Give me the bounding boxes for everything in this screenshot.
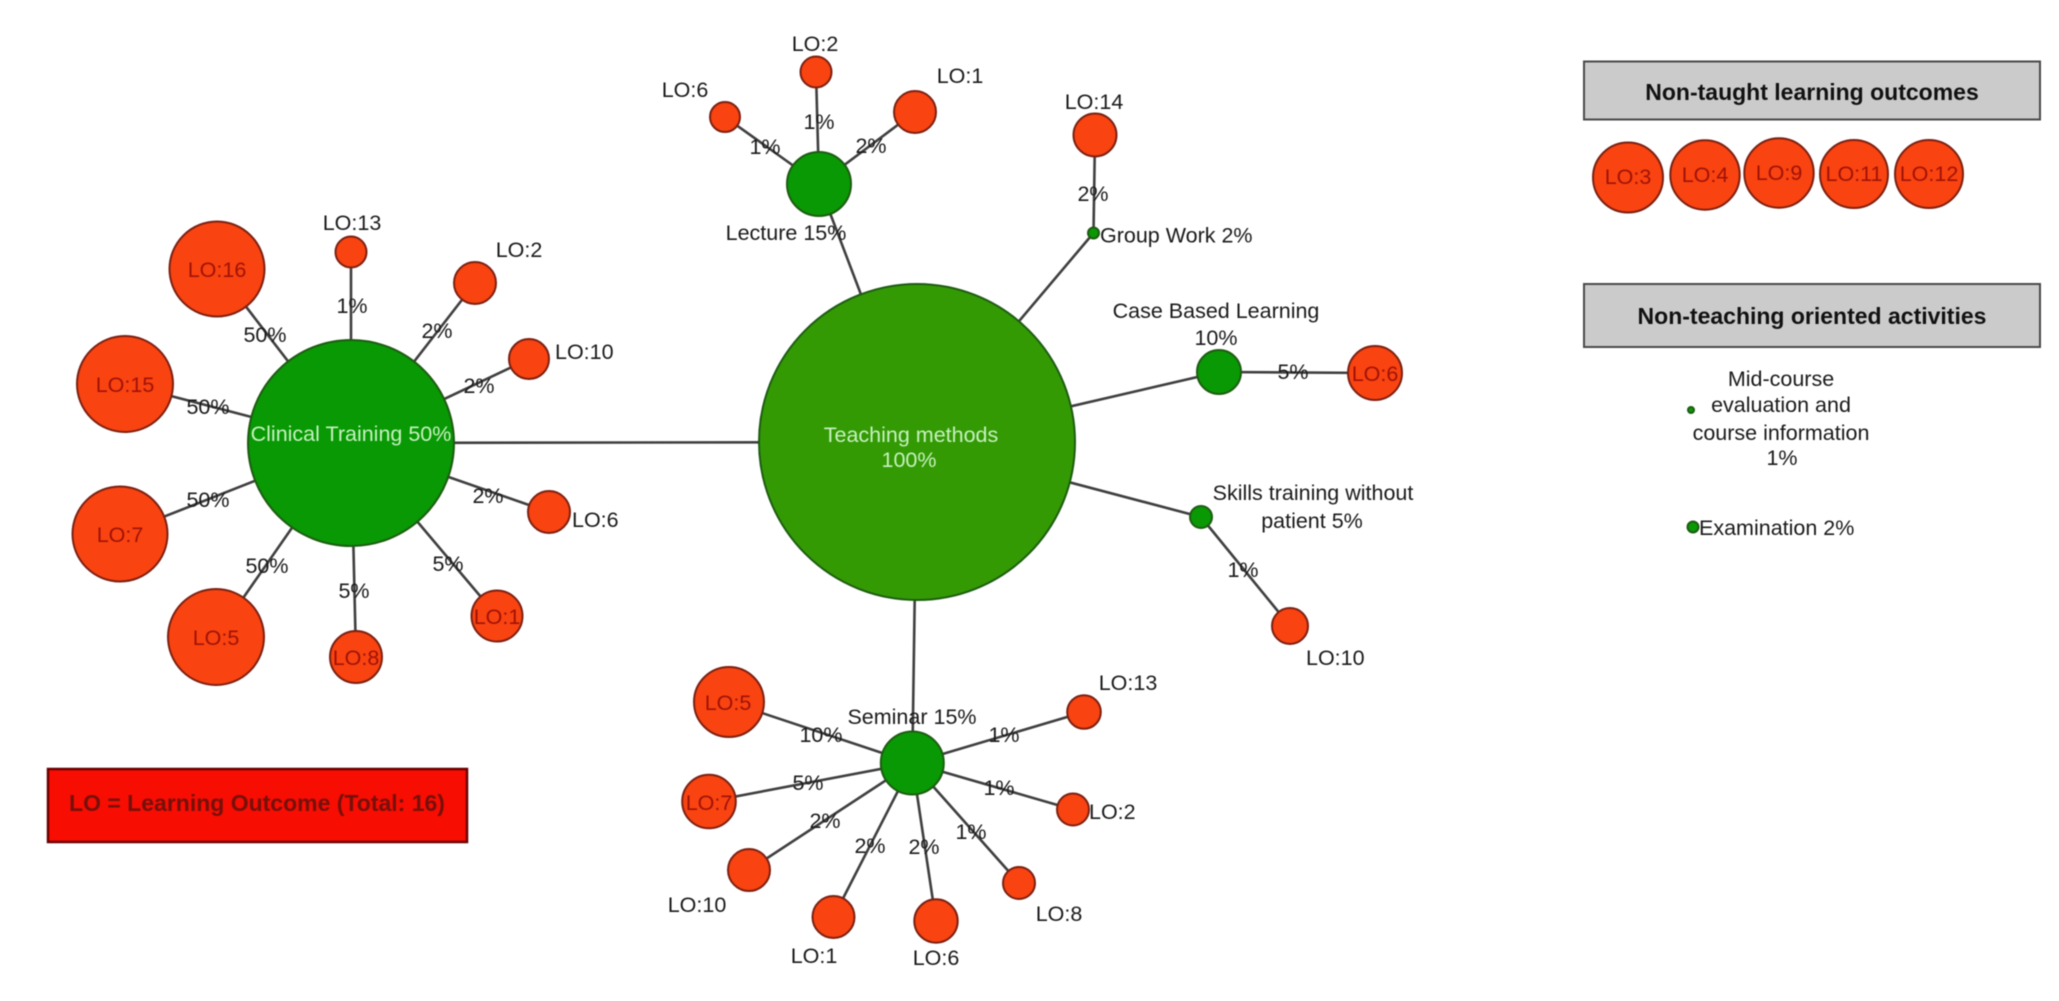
svg-text:Seminar 15%: Seminar 15% [847,705,976,729]
svg-text:LO:10: LO:10 [555,340,614,364]
svg-text:LO:2: LO:2 [1089,800,1136,824]
svg-text:Group Work 2%: Group Work 2% [1100,224,1253,248]
svg-text:LO:10: LO:10 [1306,646,1365,670]
svg-text:LO:13: LO:13 [323,211,382,235]
svg-text:1%: 1% [336,294,367,318]
svg-text:course information: course information [1693,421,1870,445]
svg-text:LO:3: LO:3 [1605,165,1652,189]
svg-text:LO:7: LO:7 [686,791,733,815]
svg-text:Non-taught learning outcomes: Non-taught learning outcomes [1645,79,1979,105]
svg-text:Lecture 15%: Lecture 15% [726,221,847,245]
svg-text:1%: 1% [955,820,986,844]
svg-text:2%: 2% [855,134,886,158]
svg-text:LO:2: LO:2 [792,32,839,56]
svg-text:LO:8: LO:8 [1036,902,1083,926]
svg-text:5%: 5% [338,579,369,603]
svg-text:Non-teaching oriented activiti: Non-teaching oriented activities [1638,303,1987,329]
svg-text:5%: 5% [1277,360,1308,384]
svg-text:1%: 1% [803,110,834,134]
svg-text:Examination 2%: Examination 2% [1699,516,1854,540]
svg-text:1%: 1% [1227,558,1258,582]
svg-text:LO = Learning Outcome (Total:: LO = Learning Outcome (Total: 16) [69,790,445,816]
svg-text:LO:12: LO:12 [1900,162,1959,186]
svg-text:2%: 2% [421,319,452,343]
svg-text:2%: 2% [809,809,840,833]
svg-text:1%: 1% [1766,446,1797,470]
svg-text:LO:1: LO:1 [791,944,838,968]
svg-text:100%: 100% [882,448,937,472]
svg-text:LO:6: LO:6 [1352,362,1399,386]
svg-text:Clinical Training 50%: Clinical Training 50% [251,422,452,446]
svg-text:5%: 5% [432,552,463,576]
svg-text:5%: 5% [792,771,823,795]
svg-text:LO:14: LO:14 [1065,90,1124,114]
svg-text:LO:7: LO:7 [97,523,144,547]
svg-text:LO:4: LO:4 [1682,163,1729,187]
svg-text:50%: 50% [245,554,288,578]
svg-text:LO:1: LO:1 [937,64,984,88]
svg-text:evaluation and: evaluation and [1711,393,1851,417]
svg-text:Teaching methods: Teaching methods [824,423,999,447]
svg-text:2%: 2% [854,834,885,858]
svg-text:Case Based Learning: Case Based Learning [1113,299,1320,323]
svg-text:10%: 10% [1194,326,1237,350]
svg-text:1%: 1% [988,723,1019,747]
svg-text:LO:9: LO:9 [1756,161,1803,185]
svg-text:50%: 50% [243,323,286,347]
svg-text:LO:16: LO:16 [188,258,247,282]
svg-text:LO:6: LO:6 [913,946,960,970]
svg-text:LO:5: LO:5 [705,691,752,715]
svg-text:1%: 1% [749,135,780,159]
svg-text:LO:6: LO:6 [572,508,619,532]
svg-text:LO:2: LO:2 [496,238,543,262]
svg-text:Skills training without: Skills training without [1213,481,1414,505]
svg-text:patient 5%: patient 5% [1261,509,1363,533]
svg-text:2%: 2% [1077,182,1108,206]
svg-text:LO:6: LO:6 [662,78,709,102]
svg-text:10%: 10% [799,723,842,747]
svg-text:LO:15: LO:15 [96,373,155,397]
svg-text:1%: 1% [983,776,1014,800]
svg-text:LO:5: LO:5 [193,626,240,650]
svg-text:2%: 2% [908,835,939,859]
svg-text:2%: 2% [472,484,503,508]
svg-text:LO:8: LO:8 [333,646,380,670]
svg-text:50%: 50% [186,488,229,512]
svg-text:LO:1: LO:1 [474,605,521,629]
svg-text:2%: 2% [463,374,494,398]
svg-text:LO:10: LO:10 [668,893,727,917]
svg-text:LO:13: LO:13 [1099,671,1158,695]
svg-text:LO:11: LO:11 [1826,162,1883,186]
svg-text:50%: 50% [186,395,229,419]
svg-text:Mid-course: Mid-course [1728,367,1834,391]
